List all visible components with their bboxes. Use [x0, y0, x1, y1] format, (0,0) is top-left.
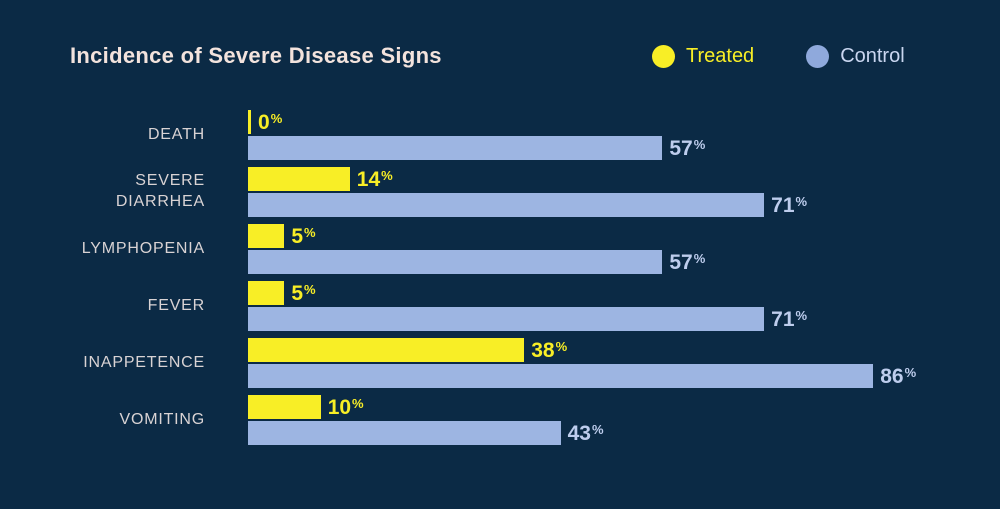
- treated-bar: [248, 224, 285, 248]
- legend-label-control: Control: [840, 45, 905, 67]
- chart-row: SEVERE DIARRHEA 14% 71%: [0, 167, 1000, 217]
- control-value-label: 71%: [771, 193, 808, 217]
- category-label: DEATH: [147, 125, 205, 143]
- chart-row: DEATH 0% 57%: [0, 110, 1000, 160]
- control-value-label: 86%: [880, 364, 917, 388]
- chart-row: LYMPHOPENIA 5% 57%: [0, 224, 1000, 274]
- treated-value-label: 5%: [291, 224, 316, 248]
- chart-title: Incidence of Severe Disease Signs: [70, 43, 442, 68]
- treated-bar: [248, 167, 350, 191]
- legend: Treated Control: [652, 45, 905, 68]
- category-label: VOMITING: [119, 410, 205, 428]
- treated-value-label: 38%: [531, 338, 568, 362]
- bar-group: 0% 57%: [248, 110, 975, 160]
- control-swatch-icon: [806, 45, 830, 68]
- legend-item-treated: Treated: [652, 45, 754, 68]
- control-bar: [248, 421, 561, 445]
- treated-bar: [248, 281, 285, 305]
- control-bar: [248, 364, 874, 388]
- treated-value-label: 0%: [258, 110, 283, 134]
- bar-group: 5% 57%: [248, 224, 975, 274]
- chart-row: VOMITING 10% 43%: [0, 395, 1000, 445]
- treated-value-label: 5%: [291, 281, 316, 305]
- treated-bar: [248, 395, 321, 419]
- control-bar: [248, 136, 663, 160]
- bar-chart: DEATH 0% 57% SEVERE DIARRHEA 14% 71%: [0, 110, 1000, 452]
- control-bar: [248, 307, 765, 331]
- category-label: LYMPHOPENIA: [81, 239, 205, 257]
- bar-group: 10% 43%: [248, 395, 975, 445]
- legend-item-control: Control: [806, 45, 905, 68]
- control-value-label: 57%: [669, 136, 706, 160]
- control-value-label: 43%: [567, 421, 604, 445]
- treated-value-label: 10%: [327, 395, 364, 419]
- treated-bar: [248, 338, 525, 362]
- bar-group: 38% 86%: [248, 338, 975, 388]
- treated-bar: [248, 110, 251, 134]
- category-label: SEVERE DIARRHEA: [115, 172, 205, 210]
- treated-swatch-icon: [652, 45, 675, 68]
- control-bar: [248, 250, 663, 274]
- control-value-label: 71%: [771, 307, 808, 331]
- legend-label-treated: Treated: [686, 45, 755, 67]
- chart-row: FEVER 5% 71%: [0, 281, 1000, 331]
- treated-value-label: 14%: [356, 167, 393, 191]
- chart-row: INAPPETENCE 38% 86%: [0, 338, 1000, 388]
- category-label: INAPPETENCE: [83, 353, 205, 371]
- bar-group: 5% 71%: [248, 281, 975, 331]
- category-label: FEVER: [147, 296, 205, 314]
- control-value-label: 57%: [669, 250, 706, 274]
- bar-group: 14% 71%: [248, 167, 975, 217]
- control-bar: [248, 193, 765, 217]
